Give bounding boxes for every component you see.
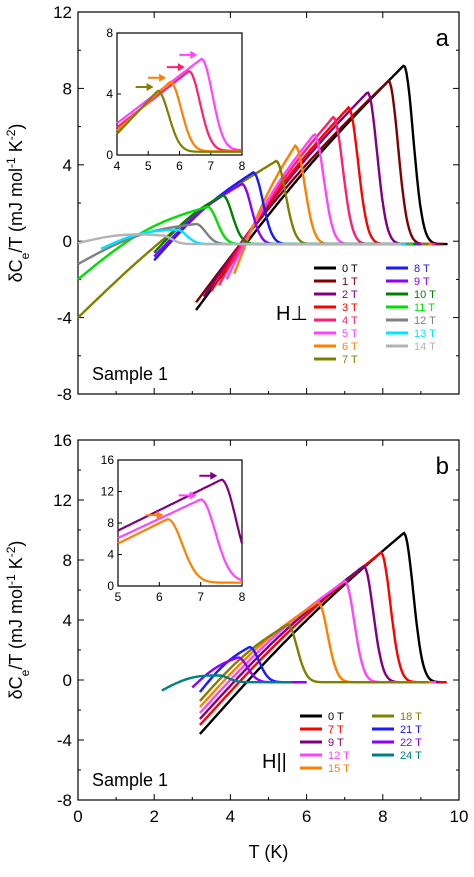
panel-b-field-label: H|| — [262, 751, 287, 773]
panel-a-legend-label: 13 T — [414, 328, 436, 340]
panel-b-ytick-label: 8 — [63, 551, 72, 570]
panel-b-inset-frame — [117, 459, 243, 587]
panel-b-legend-label: 9 T — [328, 737, 344, 749]
panel-b-inset-ytick-label: 16 — [101, 453, 115, 467]
panel-b-xtick-label: 8 — [378, 807, 387, 826]
panel-b-inset-xtick-label: 7 — [197, 590, 204, 604]
panel-a-legend-label: 3 T — [342, 302, 358, 314]
panel-a-inset-arrowhead — [159, 73, 167, 82]
panel-a-ytick-label: 0 — [63, 232, 72, 251]
panel-a-inset-arrowhead — [146, 82, 154, 91]
panel-b-series-line — [199, 623, 429, 702]
panel-a-inset-ytick-label: 8 — [106, 26, 113, 40]
panel-b-inset-arrowhead — [210, 471, 218, 480]
panel-a-legend-label: 14 T — [414, 341, 436, 353]
panel-b-legend-label: 18 T — [400, 711, 422, 723]
panel-a-series-line — [202, 91, 440, 298]
panel-b-legend-label: 24 T — [400, 750, 422, 762]
panel-a-legend-label: 0 T — [342, 263, 358, 275]
panel-b-xtick-label: 2 — [149, 807, 158, 826]
panel-a-field-label: H⊥ — [276, 303, 308, 325]
panel-a-inset-arrowhead — [190, 50, 198, 59]
panel-a-ytick-label: -4 — [57, 309, 72, 328]
panel-b-xtick-label: 10 — [450, 807, 469, 826]
panel-a-inset-series-line — [116, 89, 242, 153]
panel-a-series-line — [210, 105, 436, 292]
panel-b-legend-label: 12 T — [328, 750, 350, 762]
panel-b-xtick-label: 0 — [73, 807, 82, 826]
panel-b-series-line — [198, 645, 307, 693]
panel-b-ytick-label: 16 — [53, 431, 72, 450]
panel-b-inset-arrowhead — [189, 491, 197, 500]
panel-a-ytick-label: -8 — [57, 385, 72, 404]
panel-b-legend-label: 15 T — [328, 763, 350, 775]
panel-a-inset-xtick-label: 4 — [114, 159, 121, 173]
panel-a-series-line — [77, 233, 402, 246]
panel-a-inset-xtick-label: 8 — [239, 159, 246, 173]
panel-b-inset-ytick-label: 12 — [101, 485, 115, 499]
panel-a-inset-ytick-label: 4 — [106, 87, 113, 101]
panel-b-series-line — [199, 565, 440, 720]
panel-b-inset-series-line — [117, 517, 242, 584]
panel-b-inset-ytick-label: 0 — [107, 579, 114, 593]
panel-a-legend-label: 2 T — [342, 289, 358, 301]
panel-b-inset-xtick-label: 8 — [239, 590, 246, 604]
panel-b-xtick-label: 6 — [302, 807, 311, 826]
panel-a-legend-label: 5 T — [342, 328, 358, 340]
panel-b-label: b — [436, 453, 449, 480]
panel-a-ylabel: δCe/T (mJ mol-1 K-2) — [4, 124, 32, 283]
panel-a-inset-series-line — [116, 57, 242, 152]
panel-a-legend-label: 8 T — [414, 263, 430, 275]
panel-a-legend-label: 7 T — [342, 354, 358, 366]
panel-b-ytick-label: 4 — [63, 611, 72, 630]
panel-b-legend-label: 7 T — [328, 724, 344, 736]
panel-a-series-line — [225, 133, 433, 280]
panel-b-ylabel: δCe/T (mJ mol-1 K-2) — [4, 541, 32, 700]
panel-a-legend-label: 4 T — [342, 315, 358, 327]
panel-a-inset-arrowhead — [177, 63, 185, 72]
panel-b-inset-ytick-label: 4 — [107, 548, 114, 562]
panel-a-legend-label: 6 T — [342, 341, 358, 353]
panel-b-inset-arrowhead — [156, 511, 164, 520]
panel-b-legend-label: 0 T — [328, 711, 344, 723]
panel-b-ytick-label: 0 — [63, 671, 72, 690]
panel-a-legend-label: 11 T — [414, 302, 435, 314]
panel-b-inset-xtick-label: 5 — [115, 590, 122, 604]
panel-b-inset-ytick-label: 8 — [107, 516, 114, 530]
panel-a-ytick-label: 12 — [53, 3, 72, 22]
x-axis-label: T (K) — [249, 842, 289, 862]
panel-a-ytick-label: 8 — [63, 79, 72, 98]
panel-b-inset-xtick-label: 6 — [156, 590, 163, 604]
panel-a-ytick-label: 4 — [63, 156, 72, 175]
panel-b-ytick-label: -8 — [57, 791, 72, 810]
panel-b-legend-label: 22 T — [400, 737, 422, 749]
panel-a-sample-label: Sample 1 — [92, 364, 168, 384]
panel-a-legend-label: 12 T — [414, 315, 436, 327]
panel-b-inset-series-line — [117, 498, 243, 582]
panel-a-legend-label: 9 T — [414, 276, 430, 288]
panel-a-inset-xtick-label: 6 — [176, 159, 183, 173]
panel-a-inset-xtick-label: 5 — [145, 159, 152, 173]
panel-b-xtick-label: 4 — [226, 807, 235, 826]
panel-b-sample-label: Sample 1 — [92, 770, 168, 790]
panel-b-series-line — [161, 674, 292, 692]
panel-b-series-line — [199, 551, 447, 726]
panel-b-series-line — [199, 531, 444, 735]
panel-a-inset-xtick-label: 7 — [207, 159, 214, 173]
panel-b-inset-series-line — [117, 478, 244, 544]
panel-a-legend-label: 1 T — [342, 276, 358, 288]
panel-a-inset-ytick-label: 0 — [106, 148, 113, 162]
panel-a-label: a — [436, 25, 450, 52]
panel-b-legend-label: 21 T — [400, 724, 422, 736]
panel-b-ytick-label: 12 — [53, 491, 72, 510]
panel-a-legend-label: 10 T — [414, 289, 436, 301]
panel-b-ytick-label: -4 — [57, 731, 72, 750]
